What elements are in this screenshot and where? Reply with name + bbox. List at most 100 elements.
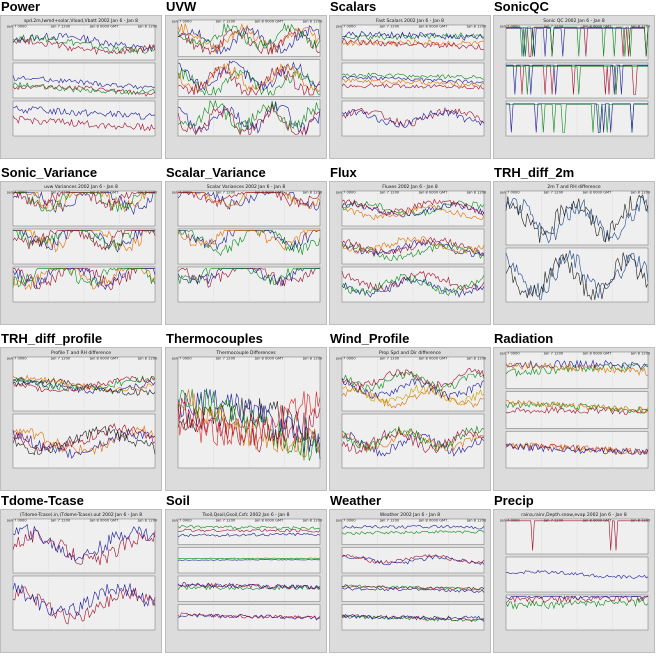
time-tick-label: Jan 7 0000: [499, 25, 520, 29]
series-line: [341, 384, 485, 406]
plot-thumbnail-trh-diff-2m[interactable]: TRH_diff_2m 2m T and RH difference Jan 7 0…: [493, 166, 655, 328]
series-line: [12, 34, 156, 55]
plot-image[interactable]: (Tdome-Tcase).in,(Tdome-Tcase).out 2002 …: [0, 509, 162, 653]
plot-thumbnail-thermocouples[interactable]: Thermocouples Thermocouple Differences Jan…: [165, 332, 327, 494]
plot-panel: [341, 62, 485, 99]
plot-caption: Weather 2002 Jan 6 - Jan 8: [380, 512, 440, 518]
plot-image[interactable]: Fast Scalars 2002 Jan 6 - Jan 8 Jan 7 000…: [329, 15, 491, 159]
plot-thumbnail-flux[interactable]: Flux Fluxes 2002 Jan 6 - Jan 8 Jan 7 0000 J…: [329, 166, 491, 328]
plot-chart: Jan 7 0000 Jan 7 1200 Jan 8 0000 GMT Jan 8 …: [499, 352, 651, 469]
plot-link-title[interactable]: Scalars: [330, 0, 377, 14]
plot-image[interactable]: spd.2m,lwmd+solar,Vload,Vbatt 2002 Jan 6…: [0, 15, 162, 159]
series-line: [341, 109, 485, 128]
series-line: [12, 229, 156, 251]
plot-thumbnail-wind-profile[interactable]: Wind_Profile Prop Spd and Dir difference J…: [329, 332, 491, 494]
series-line: [177, 267, 320, 286]
series-line: [506, 103, 648, 133]
plot-thumbnail-scalar-variance[interactable]: Scalar_Variance Scalar Variances 2002 Jan…: [165, 166, 327, 328]
time-tick-label: Jan 7 0000: [499, 519, 520, 523]
series-line: [177, 390, 321, 447]
plot-thumbnail-sonic-variance[interactable]: Sonic_Variance uvw Variances 2002 Jan 6 -…: [0, 166, 162, 328]
plot-caption: Prop Spd and Dir difference: [379, 350, 441, 356]
plot-link-title[interactable]: Weather: [330, 493, 382, 508]
time-tick-label: Jan 7 1200: [50, 25, 71, 29]
plot-caption: Tsoil,Qsoil,Gsoil,Csfc 2002 Jan 6 - Jan …: [202, 512, 290, 518]
plot-link-title[interactable]: TRH_diff_profile: [1, 331, 103, 346]
time-tick-label: Jan 7 0000: [335, 25, 356, 29]
plot-image[interactable]: raina,rainr,Depth.snow,evap 2002 Jan 6 -…: [493, 509, 655, 653]
time-tick-label: Jan 7 0000: [499, 191, 520, 195]
plot-link-title[interactable]: Flux: [330, 165, 357, 180]
plot-panel: [341, 266, 485, 303]
plot-thumbnail-precip[interactable]: Precip raina,rainr,Depth.snow,evap 2002 J…: [493, 494, 655, 656]
plot-chart: Profile T and RH difference Jan 7 0000 Jan…: [6, 350, 158, 469]
plot-image[interactable]: Prop Spd and Dir difference Jan 7 0000 Jan…: [329, 347, 491, 491]
time-tick-label: Jan 8 1200: [630, 352, 651, 356]
plot-panel: [12, 100, 156, 137]
series-line: [341, 613, 485, 622]
series-line: [341, 198, 485, 216]
series-line: [505, 442, 649, 455]
plot-image[interactable]: Fluxes 2002 Jan 6 - Jan 8 Jan 7 0000 Jan 7…: [329, 181, 491, 325]
time-tick-label: Jan 8 0000 GMT: [254, 191, 284, 195]
plot-link-title[interactable]: Power: [1, 0, 41, 14]
series-line: [177, 99, 321, 133]
series-line: [177, 584, 321, 591]
series-line: [341, 236, 485, 255]
plot-link-title[interactable]: Soil: [166, 493, 190, 508]
plot-image[interactable]: Profile T and RH difference Jan 7 0000 Jan…: [0, 347, 162, 491]
plot-thumbnail-weather[interactable]: Weather Weather 2002 Jan 6 - Jan 8 Jan 7 0…: [329, 494, 491, 656]
series-line: [341, 273, 485, 297]
plot-thumbnail-scalars[interactable]: Scalars Fast Scalars 2002 Jan 6 - Jan 8 Ja…: [329, 0, 491, 162]
plot-image[interactable]: Sonic QC 2002 Jan 6 - Jan 8 Jan 7 0000 Jan…: [493, 15, 655, 159]
plot-panel: [12, 62, 156, 99]
plot-thumbnail-uvw[interactable]: UVW Jan 7 0000 Jan 7 1200 Jan 8 0000 GMT Jan…: [165, 0, 327, 162]
plot-panel: [177, 266, 321, 303]
plot-thumbnail-soil[interactable]: Soil Tsoil,Qsoil,Gsoil,Csfc 2002 Jan 6 - …: [165, 494, 327, 656]
plot-caption: Sonic QC 2002 Jan 6 - Jan 8: [543, 18, 605, 24]
time-tick-label: Jan 8 0000 GMT: [254, 357, 284, 361]
plot-link-title[interactable]: TRH_diff_2m: [494, 165, 575, 180]
plot-link-title[interactable]: Wind_Profile: [330, 331, 410, 346]
plot-panel: [12, 228, 156, 265]
time-tick-label: Jan 7 1200: [379, 191, 400, 195]
plot-link-title[interactable]: Thermocouples: [166, 331, 263, 346]
time-tick-label: Jan 8 0000 GMT: [418, 357, 448, 361]
time-tick-label: Jan 8 0000 GMT: [418, 25, 448, 29]
plot-link-title[interactable]: SonicQC: [494, 0, 549, 14]
plot-thumbnail-trh-diff-profile[interactable]: TRH_diff_profile Profile T and RH differe…: [0, 332, 162, 494]
plot-image[interactable]: 2m T and RH difference Jan 7 0000 Jan 7 12…: [493, 181, 655, 325]
series-line: [505, 442, 649, 456]
time-tick-label: Jan 8 0000 GMT: [89, 191, 119, 195]
plot-image[interactable]: Weather 2002 Jan 6 - Jan 8 Jan 7 0000 Jan …: [329, 509, 491, 653]
plot-thumbnail-radiation[interactable]: Radiation Jan 7 0000 Jan 7 1200 Jan 8 0000 …: [493, 332, 655, 494]
series-line: [505, 359, 649, 370]
series-line: [177, 389, 321, 458]
plot-thumbnail-power[interactable]: Power spd.2m,lwmd+solar,Vload,Vbatt 2002 …: [0, 0, 162, 162]
plot-image[interactable]: Jan 7 0000 Jan 7 1200 Jan 8 0000 GMT Jan 8 …: [493, 347, 655, 491]
plot-image[interactable]: Tsoil,Qsoil,Gsoil,Csfc 2002 Jan 6 - Jan …: [165, 509, 327, 653]
time-tick-label: Jan 7 0000: [6, 357, 27, 361]
time-tick-label: Jan 8 1200: [466, 357, 487, 361]
plot-chart: Fluxes 2002 Jan 6 - Jan 8 Jan 7 0000 Jan 7…: [335, 184, 487, 303]
series-line: [12, 105, 156, 120]
series-line: [506, 65, 648, 95]
plot-image[interactable]: Jan 7 0000 Jan 7 1200 Jan 8 0000 GMT Jan 8 …: [165, 15, 327, 159]
plot-link-title[interactable]: Sonic_Variance: [1, 165, 98, 180]
plot-chart: Weather 2002 Jan 6 - Jan 8 Jan 7 0000 Jan …: [335, 512, 487, 631]
plot-image[interactable]: Thermocouple Differences Jan 7 0000 Jan 7 …: [165, 347, 327, 491]
plot-thumbnail-sonicqc[interactable]: SonicQC Sonic QC 2002 Jan 6 - Jan 8 Jan 7 …: [493, 0, 655, 162]
plot-link-title[interactable]: Radiation: [494, 331, 554, 346]
plot-image[interactable]: Scalar Variances 2002 Jan 6 - Jan 8 Jan 7…: [165, 181, 327, 325]
plot-link-title[interactable]: Tdome-Tcase: [1, 493, 84, 508]
time-tick-label: Jan 7 0000: [335, 357, 356, 361]
series-line: [12, 75, 156, 90]
plot-image[interactable]: uvw Variances 2002 Jan 6 - Jan 8 Jan 7 00…: [0, 181, 162, 325]
plot-link-title[interactable]: Precip: [494, 493, 534, 508]
series-line: [177, 532, 321, 538]
plot-thumbnail-tdome-tcase[interactable]: Tdome-Tcase (Tdome-Tcase).in,(Tdome-Tcase…: [0, 494, 162, 656]
series-line: [341, 72, 485, 80]
plot-link-title[interactable]: UVW: [166, 0, 197, 14]
plot-link-title[interactable]: Scalar_Variance: [166, 165, 266, 180]
series-line: [505, 196, 649, 244]
